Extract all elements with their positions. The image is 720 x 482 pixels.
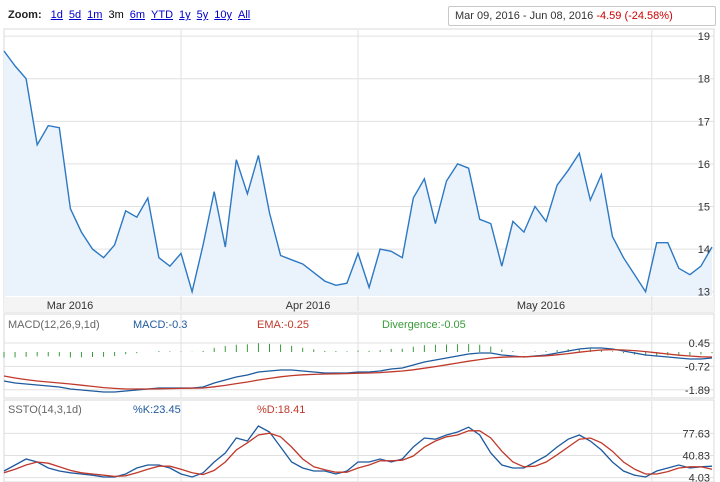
zoom-option-1d[interactable]: 1d [50, 9, 63, 21]
zoom-option-1y[interactable]: 1y [179, 9, 191, 21]
macd-value: MACD:-0.3 [133, 319, 187, 331]
zoom-label: Zoom: [8, 9, 42, 21]
date-axis-label: May 2016 [517, 300, 565, 312]
macd-label: MACD(12,26,9,1d) [8, 319, 100, 331]
zoom-option-3m[interactable]: 3m [108, 9, 124, 21]
ssto-y-tick: 40.83 [682, 451, 710, 463]
date-axis-band [4, 297, 714, 312]
date-axis-label: Mar 2016 [47, 300, 93, 312]
percent-d-line [3, 430, 713, 478]
zoom-option-1m[interactable]: 1m [87, 9, 103, 21]
ema-line [3, 348, 713, 390]
divergence-value: Divergence:-0.05 [382, 319, 466, 331]
zoom-option-ytd[interactable]: YTD [151, 9, 174, 21]
ssto-panel [3, 399, 715, 482]
zoom-bar: Zoom: 1d 5d 1m 3m 6m YTD 1y 5y 10y All [8, 9, 256, 21]
price-y-tick: 16 [698, 159, 710, 171]
price-line [3, 50, 713, 295]
macd-y-tick: -0.72 [685, 361, 710, 373]
d-value: %D:18.41 [257, 404, 305, 416]
range-start: Mar 09, 2016 [455, 10, 520, 22]
zoom-options: 1d 5d 1m 3m 6m YTD 1y 5y 10y All [51, 9, 257, 21]
price-area [4, 51, 712, 296]
percent-k-line [3, 425, 713, 478]
zoom-option-10y[interactable]: 10y [214, 9, 233, 21]
k-value: %K:23.45 [133, 404, 181, 416]
range-end: Jun 08, 2016 [529, 10, 594, 22]
price-y-tick: 18 [698, 74, 710, 86]
range-separator: - [522, 10, 527, 22]
macd-y-tick: 0.45 [689, 338, 710, 350]
range-change: -4.59 (-24.58%) [596, 10, 673, 22]
price-y-tick: 15 [698, 202, 710, 214]
ssto-y-tick: 4.03 [689, 473, 710, 482]
ssto-y-tick: 77.63 [682, 428, 710, 440]
price-y-tick: 19 [698, 31, 710, 43]
ema-value: EMA:-0.25 [257, 319, 309, 331]
macd-line [3, 347, 713, 393]
price-y-tick: 14 [698, 244, 710, 256]
zoom-option-5y[interactable]: 5y [196, 9, 209, 21]
macd-panel [3, 313, 715, 399]
zoom-option-6m[interactable]: 6m [129, 9, 146, 21]
date-axis-label: Apr 2016 [286, 300, 331, 312]
zoom-option-all[interactable]: All [238, 9, 251, 21]
ssto-label: SSTO(14,3,1d) [8, 404, 82, 416]
date-range-box: Mar 09, 2016 - Jun 08, 2016 -4.59 (-24.5… [448, 6, 716, 26]
price-y-tick: 13 [698, 287, 710, 299]
macd-y-tick: -1.89 [685, 385, 710, 397]
price-y-tick: 17 [698, 116, 710, 128]
zoom-option-5d[interactable]: 5d [68, 9, 82, 21]
